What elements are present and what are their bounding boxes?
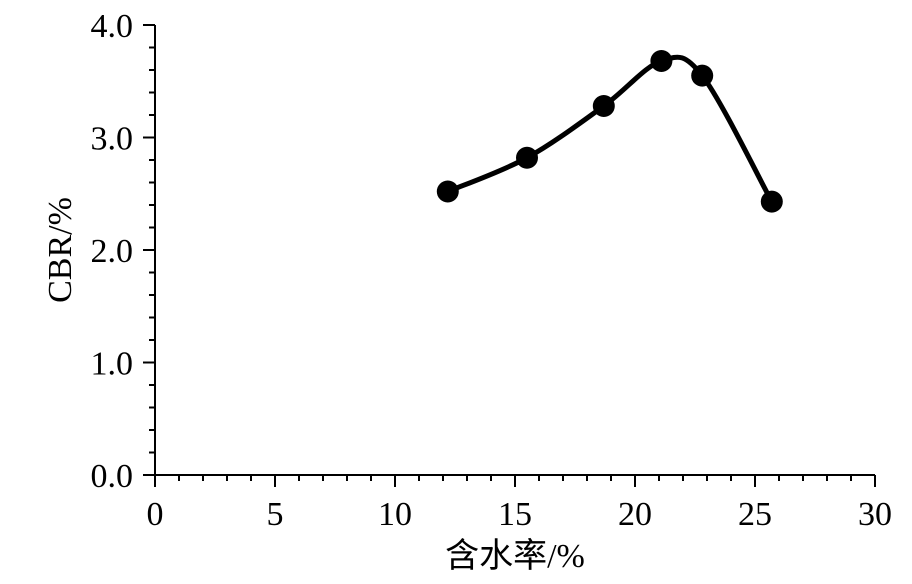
- chart-container: 0 5 10 15 20 25 30 0.0 1.0 2.0 3.0 4.0 含水率/% CBR/%: [0, 0, 912, 584]
- line-chart: 0 5 10 15 20 25 30 0.0 1.0 2.0 3.0 4.0 含水率/% CBR/%: [0, 0, 912, 584]
- y-tick-label: 2.0: [91, 233, 134, 270]
- data-point: [516, 147, 538, 169]
- x-tick-label: 30: [858, 496, 892, 533]
- data-point: [761, 191, 783, 213]
- y-axis-label: CBR/%: [42, 197, 79, 303]
- y-tick-label: 1.0: [91, 345, 134, 382]
- x-tick-label: 15: [498, 496, 532, 533]
- x-tick-label: 5: [267, 496, 284, 533]
- data-point: [650, 50, 672, 72]
- data-point: [437, 181, 459, 203]
- x-tick-label: 10: [378, 496, 412, 533]
- x-tick-label: 25: [738, 496, 772, 533]
- x-tick-label: 0: [147, 496, 164, 533]
- y-tick-label: 4.0: [91, 8, 134, 45]
- data-point: [593, 95, 615, 117]
- x-axis-label: 含水率/%: [445, 537, 585, 575]
- x-tick-label: 20: [618, 496, 652, 533]
- data-point: [691, 65, 713, 87]
- series-line: [448, 57, 772, 201]
- y-tick-label: 3.0: [91, 120, 134, 157]
- y-tick-label: 0.0: [91, 458, 134, 495]
